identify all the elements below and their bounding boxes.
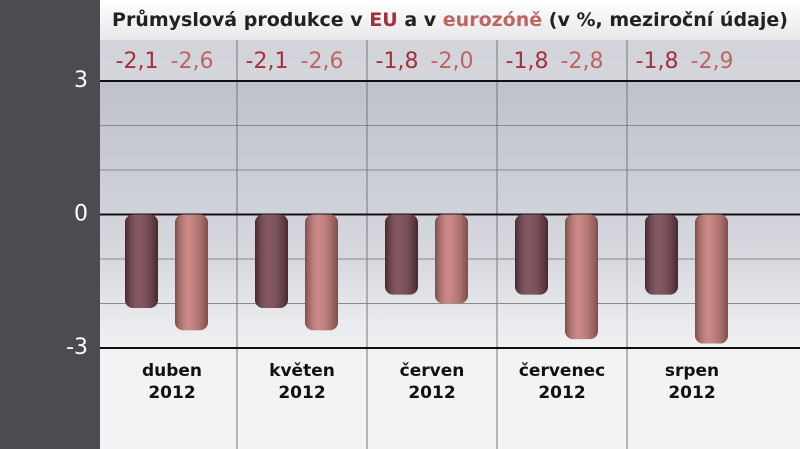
bar-shade [305,214,338,331]
data-label: -2,1 [116,49,159,74]
x-tick-label: červenec [519,361,605,381]
legend-entry: EU [369,9,398,31]
x-tick-label: červen [400,361,465,381]
data-label: -1,8 [376,49,419,74]
chart-title: Průmyslová produkce v EU a v eurozóně (v… [100,0,800,40]
x-tick-label: 2012 [668,383,715,403]
x-tick-label: duben [142,361,202,381]
bar-shade [255,214,288,308]
bar-shade [645,214,678,295]
category-band [100,350,800,449]
data-label: -2,0 [431,49,474,74]
bar-shade [695,214,728,344]
legend-entry: eurozóně [442,9,543,31]
x-tick-label: srpen [665,361,719,381]
x-tick-label: 2012 [538,383,585,403]
bar-shade [175,214,208,331]
title-text: Průmyslová produkce v [112,9,363,31]
bar-shade [515,214,548,295]
x-tick-label: 2012 [148,383,195,403]
x-tick-label: 2012 [278,383,325,403]
x-tick-label: 2012 [408,383,455,403]
data-label: -2,6 [171,49,214,74]
y-tick-label: 3 [74,68,88,93]
data-label: -1,8 [636,49,679,74]
bar-shade [125,214,158,308]
data-label: -2,6 [301,49,344,74]
data-label: -2,1 [246,49,289,74]
bar-shade [565,214,598,340]
x-tick-label: květen [269,361,335,381]
y-tick-label: 0 [74,202,88,227]
bar-shade [435,214,468,304]
data-label: -2,9 [691,49,734,74]
title-text: (v %, meziroční údaje) [548,9,788,31]
axis-strip [0,0,100,449]
label-band [100,40,800,80]
title-text: a v [404,9,437,31]
data-label: -2,8 [561,49,604,74]
data-label: -1,8 [506,49,549,74]
y-tick-label: -3 [66,335,88,360]
bar-shade [385,214,418,295]
